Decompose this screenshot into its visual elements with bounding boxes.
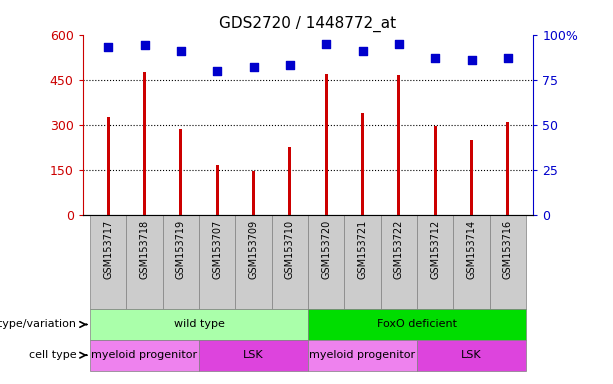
Text: LSK: LSK [243, 350, 264, 360]
Bar [417, 215, 454, 309]
Point [285, 62, 295, 68]
Point [394, 41, 404, 47]
Text: GSM153718: GSM153718 [140, 220, 150, 279]
Point [212, 68, 222, 74]
Bar [308, 215, 345, 309]
Bar [361, 113, 364, 215]
Point [430, 55, 440, 61]
Text: myeloid progenitor: myeloid progenitor [310, 350, 416, 360]
Bar [325, 74, 328, 215]
Bar [470, 140, 473, 215]
Bar [126, 215, 162, 309]
Bar [252, 170, 255, 215]
Point [466, 57, 476, 63]
Bar [143, 72, 146, 215]
Text: GSM153721: GSM153721 [357, 220, 368, 279]
Point [357, 48, 367, 54]
Bar [107, 117, 110, 215]
Text: GSM153716: GSM153716 [503, 220, 513, 279]
Text: GSM153709: GSM153709 [248, 220, 259, 279]
Text: GSM153720: GSM153720 [321, 220, 331, 279]
Bar [288, 147, 291, 215]
Text: GSM153714: GSM153714 [466, 220, 476, 279]
Bar [272, 215, 308, 309]
Bar [308, 309, 526, 340]
Point [503, 55, 513, 61]
Bar [454, 215, 490, 309]
Text: cell type: cell type [29, 350, 77, 360]
Text: GSM153707: GSM153707 [212, 220, 222, 279]
Bar [216, 166, 219, 215]
Point [103, 44, 113, 50]
Bar [490, 215, 526, 309]
Bar [417, 340, 526, 371]
Point [321, 41, 331, 47]
Bar [90, 309, 308, 340]
Text: GSM153719: GSM153719 [176, 220, 186, 279]
Bar [199, 340, 308, 371]
Text: GSM153712: GSM153712 [430, 220, 440, 279]
Bar [235, 215, 272, 309]
Title: GDS2720 / 1448772_at: GDS2720 / 1448772_at [219, 16, 397, 32]
Bar [506, 122, 509, 215]
Text: myeloid progenitor: myeloid progenitor [91, 350, 197, 360]
Bar [308, 340, 417, 371]
Point [176, 48, 186, 54]
Bar [381, 215, 417, 309]
Text: GSM153717: GSM153717 [103, 220, 113, 279]
Text: genotype/variation: genotype/variation [0, 319, 77, 329]
Point [249, 64, 259, 70]
Text: LSK: LSK [461, 350, 482, 360]
Text: wild type: wild type [173, 319, 224, 329]
Text: FoxO deficient: FoxO deficient [377, 319, 457, 329]
Bar [90, 215, 126, 309]
Point [140, 42, 150, 48]
Bar [345, 215, 381, 309]
Bar [90, 340, 199, 371]
Text: GSM153722: GSM153722 [394, 220, 404, 279]
Bar [434, 126, 436, 215]
Bar [180, 129, 182, 215]
Text: GSM153710: GSM153710 [285, 220, 295, 279]
Bar [162, 215, 199, 309]
Bar [397, 75, 400, 215]
Bar [199, 215, 235, 309]
